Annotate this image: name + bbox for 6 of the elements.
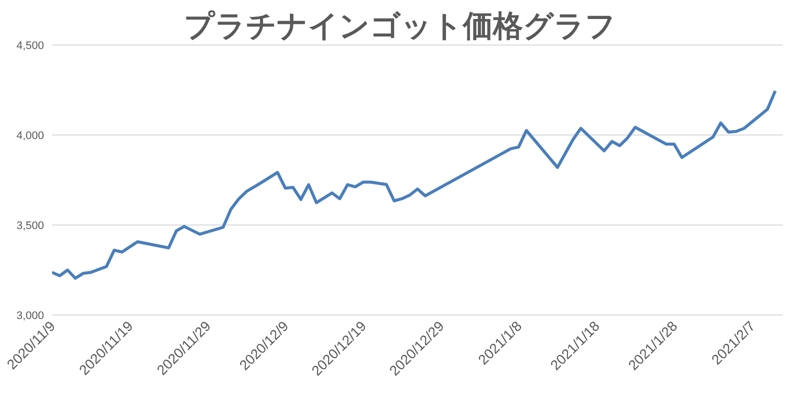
y-tick-label: 3,500 bbox=[16, 220, 44, 232]
y-tick-label: 3,000 bbox=[16, 310, 44, 322]
y-tick-label: 4,500 bbox=[16, 40, 44, 52]
chart-title: プラチナインゴット価格グラフ bbox=[184, 10, 616, 43]
y-tick-label: 4,000 bbox=[16, 130, 44, 142]
line-series bbox=[52, 89, 777, 280]
